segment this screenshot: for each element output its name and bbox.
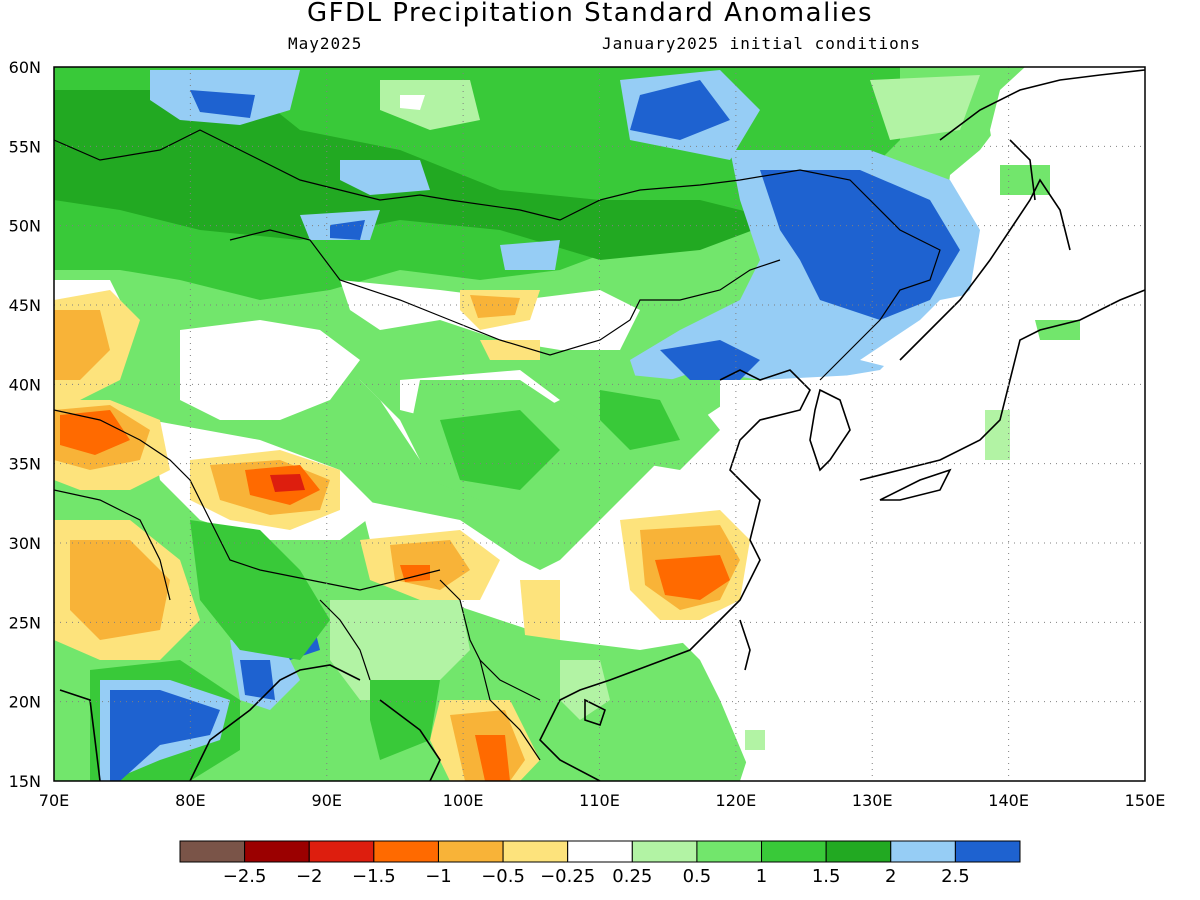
legend-swatch (825, 840, 892, 863)
longitude-tick-label: 100E (443, 791, 484, 810)
longitude-tick-label: 80E (175, 791, 205, 810)
legend-label: 0.25 (612, 866, 652, 887)
longitude-tick-label: 110E (579, 791, 620, 810)
legend-swatch (696, 840, 763, 863)
latitude-tick-label: 20N (9, 693, 41, 712)
legend-swatch (567, 840, 633, 863)
colorbar-legend: −2.5 −2 −1.5 −1 −0.5 −0.25 0.25 0.5 1 1.5 2 2.5 (179, 840, 1021, 887)
legend-swatch (761, 840, 827, 863)
legend-label: 1 (756, 866, 767, 887)
coastlines (59, 69, 1145, 781)
legend-swatch (308, 840, 375, 863)
legend-swatch (244, 840, 310, 863)
legend-swatch (373, 840, 439, 863)
longitude-tick-label: 130E (852, 791, 893, 810)
legend-swatch (179, 840, 246, 863)
legend-label: −2.5 (223, 866, 267, 887)
legend-label: −1.5 (352, 866, 396, 887)
latitude-ticks: 60N 55N 50N 45N 40N 35N 30N 25N 20N 15N (9, 58, 41, 791)
forecast-month: May2025 (288, 34, 363, 53)
latitude-tick-label: 35N (9, 455, 41, 474)
latitude-tick-label: 50N (9, 217, 41, 236)
chart-title: GFDL Precipitation Standard Anomalies (306, 0, 874, 28)
gridlines (54, 67, 1145, 781)
longitude-tick-label: 120E (716, 791, 757, 810)
map-frame (53, 66, 1146, 782)
legend-swatch (502, 840, 569, 863)
legend-label: −0.5 (481, 866, 525, 887)
latitude-tick-label: 30N (9, 534, 41, 553)
latitude-tick-label: 60N (9, 58, 41, 77)
legend-label: −1 (425, 866, 452, 887)
latitude-tick-label: 45N (9, 296, 41, 315)
legend-swatch (437, 840, 504, 863)
latitude-tick-label: 15N (9, 772, 41, 791)
latitude-tick-label: 25N (9, 613, 41, 632)
longitude-ticks: 70E 80E 90E 100E 110E 120E 130E 140E 150E (39, 791, 1166, 810)
longitude-tick-label: 140E (988, 791, 1029, 810)
legend-swatch (890, 840, 956, 863)
legend-label: −0.25 (540, 866, 595, 887)
initial-conditions: January2025 initial conditions (602, 34, 921, 53)
longitude-tick-label: 70E (39, 791, 69, 810)
legend-label: 1.5 (812, 866, 841, 887)
legend-label: 2.5 (941, 866, 970, 887)
latitude-tick-label: 55N (9, 137, 41, 156)
legend-label: 0.5 (683, 866, 712, 887)
longitude-tick-label: 90E (312, 791, 342, 810)
longitude-tick-label: 150E (1125, 791, 1166, 810)
legend-label: 2 (885, 866, 896, 887)
anomaly-field (54, 67, 1145, 781)
borders (54, 129, 941, 761)
latitude-tick-label: 40N (9, 375, 41, 394)
legend-swatch (631, 840, 698, 863)
legend-label: −2 (296, 866, 323, 887)
legend-swatch (954, 840, 1021, 863)
